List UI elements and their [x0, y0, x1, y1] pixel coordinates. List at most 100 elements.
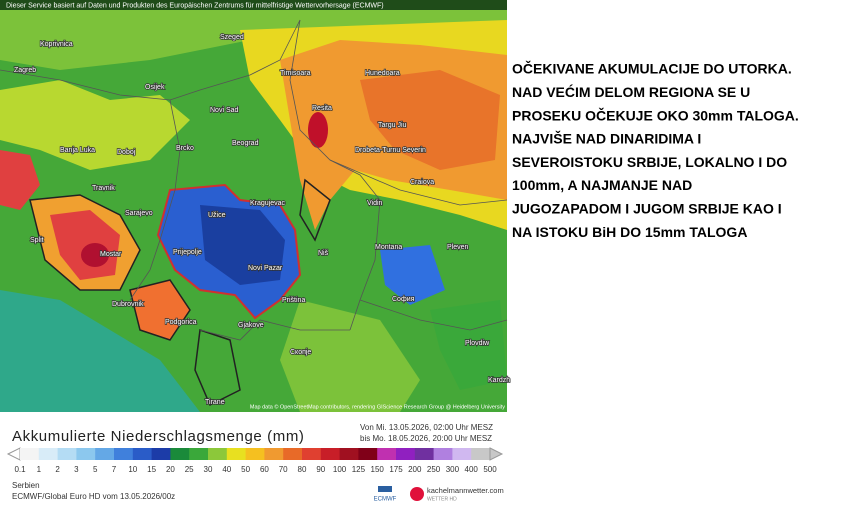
- place-label: Zagreb: [14, 67, 36, 74]
- forecast-line: PROSEKU OČEKUJE OKO 30mm TALOGA.: [512, 106, 799, 123]
- place-label: Tirane: [205, 399, 225, 406]
- borders: [0, 19, 508, 341]
- scale-swatch: [114, 448, 134, 460]
- forecast-line: JUGOZAPADOM I JUGOM SRBIJE KAO I: [512, 201, 782, 217]
- service-notice: Dieser Service basiert auf Daten und Pro…: [6, 2, 384, 9]
- forecast-line: NAJVIŠE NAD DINARIDIMA I: [512, 130, 701, 147]
- precip-area: [130, 280, 190, 340]
- scale-swatch: [471, 448, 491, 460]
- forecast-line: NAD VEĆIM DELOM REGIONA SE U: [512, 83, 750, 100]
- scale-swatch: [151, 448, 171, 460]
- place-label: Plovdiw: [465, 340, 490, 347]
- scale-label: 25: [185, 465, 194, 474]
- map-attribution: Map data © OpenStreetMap contributors, r…: [250, 403, 505, 410]
- scale-label: 2: [55, 465, 60, 474]
- place-label: Koprivnica: [40, 41, 73, 48]
- place-label: Hunedoara: [365, 70, 400, 77]
- scale-swatch: [57, 448, 77, 460]
- precip-area: [0, 150, 40, 210]
- place-label: Travnik: [92, 185, 115, 192]
- scale-swatch: [320, 448, 341, 460]
- legend-title: Akkumulierte Niederschlagsmenge (mm): [12, 428, 305, 445]
- scale-swatch: [226, 448, 247, 460]
- scale-label: 300: [446, 465, 460, 474]
- place-label: Craiova: [410, 179, 434, 186]
- place-label: Novi Pazar: [248, 265, 283, 272]
- place-label: Beograd: [232, 140, 259, 147]
- scale-swatch: [245, 448, 265, 460]
- scale-swatch: [396, 448, 416, 460]
- scale-swatch: [95, 448, 115, 460]
- place-label: Pleven: [447, 244, 469, 251]
- place-label: Mostar: [100, 251, 122, 258]
- site-name: kachelmannwetter.com: [427, 486, 504, 495]
- scale-swatch: [76, 448, 96, 460]
- scale-swatch: [20, 448, 40, 460]
- place-label: Osijek: [145, 84, 165, 91]
- place-label: Sarajevo: [125, 210, 153, 217]
- place-label: Užice: [208, 212, 226, 219]
- place-label: Niš: [318, 250, 329, 257]
- sea-precip: [0, 290, 200, 412]
- scale-label: 100: [333, 465, 347, 474]
- place-labels: Zagreb Koprivnica Szeged Timisoara Hunedoara…: [13, 33, 511, 407]
- precip-area: [81, 243, 109, 267]
- scale-label: 250: [427, 465, 441, 474]
- forecast-line: SEVEROISTOKU SRBIJE, LOKALNO I DO: [512, 154, 787, 170]
- precip-area: [360, 70, 500, 170]
- forecast-line: OČEKIVANE AKUMULACIJE DO UTORKA.: [512, 60, 792, 77]
- place-label: Banja Luka: [60, 147, 95, 154]
- place-label: Doboj: [117, 149, 136, 156]
- scale-swatch: [208, 448, 228, 460]
- scale-label: 5: [93, 465, 98, 474]
- scale-swatch: [414, 448, 435, 460]
- scale-swatch: [358, 448, 378, 460]
- scale-label: 3: [74, 465, 79, 474]
- scale-arrow: [6, 447, 21, 461]
- scale-label: 60: [260, 465, 269, 474]
- scale-swatch: [38, 448, 59, 460]
- scale-label: 50: [241, 465, 250, 474]
- scale-swatch: [264, 448, 284, 460]
- place-label: Brcko: [176, 145, 194, 152]
- place-label: Drobeta-Turnu Severin: [355, 147, 426, 154]
- precip-area: [0, 80, 190, 170]
- scale-label: 175: [389, 465, 403, 474]
- precip-area: [380, 245, 445, 305]
- place-label: Kardzh: [488, 377, 510, 384]
- scale-swatch: [302, 448, 322, 460]
- place-label: Split: [30, 237, 44, 244]
- place-label: Montana: [375, 244, 402, 251]
- scale-label: 15: [147, 465, 156, 474]
- place-label: Timisoara: [280, 70, 311, 77]
- scale-label: 90: [316, 465, 325, 474]
- scale-arrow: [489, 447, 504, 461]
- scale-swatch: [132, 448, 153, 460]
- scale-label: 500: [483, 465, 497, 474]
- scale-label: 80: [298, 465, 307, 474]
- forecast-line: 100mm, A NAJMANJE NAD: [512, 177, 692, 193]
- forecast-text: OČEKIVANE AKUMULACIJE DO UTORKA. NAD VEĆI…: [512, 60, 799, 240]
- scale-swatch: [170, 448, 190, 460]
- scale-label: 7: [112, 465, 117, 474]
- legend: Akkumulierte Niederschlagsmenge (mm) Von…: [6, 423, 504, 503]
- scale-label: 1: [37, 465, 42, 474]
- place-label: Targu Jiu: [378, 122, 407, 129]
- place-label: Szeged: [220, 34, 244, 41]
- place-label: Kragujevac: [250, 200, 286, 207]
- place-label: Dubrovnik: [112, 301, 144, 308]
- scale-label: 200: [408, 465, 422, 474]
- place-label: Priština: [282, 297, 305, 304]
- precip-area: [280, 300, 420, 412]
- scale-label: 125: [352, 465, 366, 474]
- place-label: Podgorica: [165, 319, 197, 326]
- valid-to: bis Mo. 18.05.2026, 20:00 Uhr MESZ: [360, 434, 492, 443]
- region: Serbien: [12, 481, 40, 490]
- kachelmann-logo: [410, 487, 424, 501]
- scale-swatch: [452, 448, 472, 460]
- precip-area: [308, 112, 328, 148]
- notice-bar: [0, 0, 507, 10]
- scale-label: 20: [166, 465, 175, 474]
- site-sub: WETTER HD: [427, 496, 457, 502]
